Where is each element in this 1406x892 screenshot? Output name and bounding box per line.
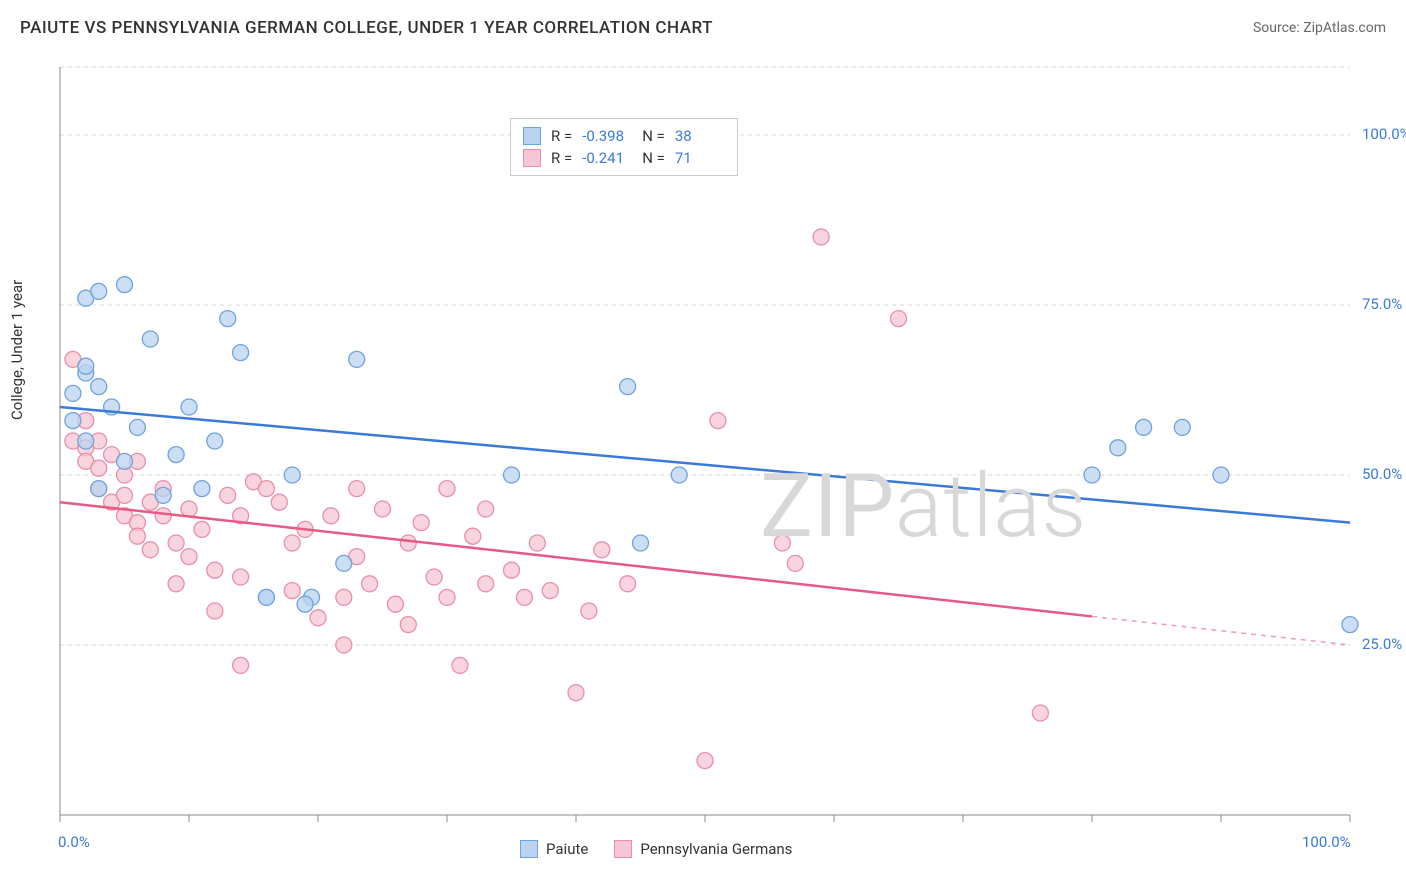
legend-label: Pennsylvania Germans <box>640 840 792 858</box>
header-row: PAIUTE VS PENNSYLVANIA GERMAN COLLEGE, U… <box>0 0 1406 46</box>
r-value-paiute: -0.398 <box>582 127 632 145</box>
correlation-legend-row: R = -0.241 N = 71 <box>523 147 725 169</box>
correlation-legend-row: R = -0.398 N = 38 <box>523 125 725 147</box>
y-tick-label: 75.0% <box>1362 295 1402 313</box>
n-value-paiute: 38 <box>675 127 725 145</box>
x-tick-label: 0.0% <box>58 833 90 851</box>
legend-label: Paiute <box>546 840 588 858</box>
r-value-penn: -0.241 <box>582 149 632 167</box>
y-tick-label: 50.0% <box>1362 465 1402 483</box>
y-tick-label: 25.0% <box>1362 635 1402 653</box>
correlation-legend: R = -0.398 N = 38 R = -0.241 N = 71 <box>510 118 738 176</box>
penn-swatch-bottom <box>614 840 632 858</box>
chart-title: PAIUTE VS PENNSYLVANIA GERMAN COLLEGE, U… <box>20 18 713 38</box>
y-tick-label: 100.0% <box>1362 125 1406 143</box>
n-label: N = <box>642 149 665 167</box>
r-label: R = <box>551 149 572 167</box>
series-legend: Paiute Pennsylvania Germans <box>520 840 792 858</box>
paiute-swatch-bottom <box>520 840 538 858</box>
y-axis-label: College, Under 1 year <box>8 280 26 420</box>
penn-german-swatch <box>523 149 541 167</box>
legend-item-paiute: Paiute <box>520 840 588 858</box>
legend-item-penn: Pennsylvania Germans <box>614 840 792 858</box>
r-label: R = <box>551 127 572 145</box>
n-value-penn: 71 <box>675 149 725 167</box>
paiute-swatch <box>523 127 541 145</box>
x-tick-label: 100.0% <box>1302 833 1351 851</box>
n-label: N = <box>642 127 665 145</box>
source-attribution: Source: ZipAtlas.com <box>1253 20 1386 36</box>
plot-container: ZIPatlas R = -0.398 N = 38 R = -0.241 N … <box>50 55 1380 835</box>
